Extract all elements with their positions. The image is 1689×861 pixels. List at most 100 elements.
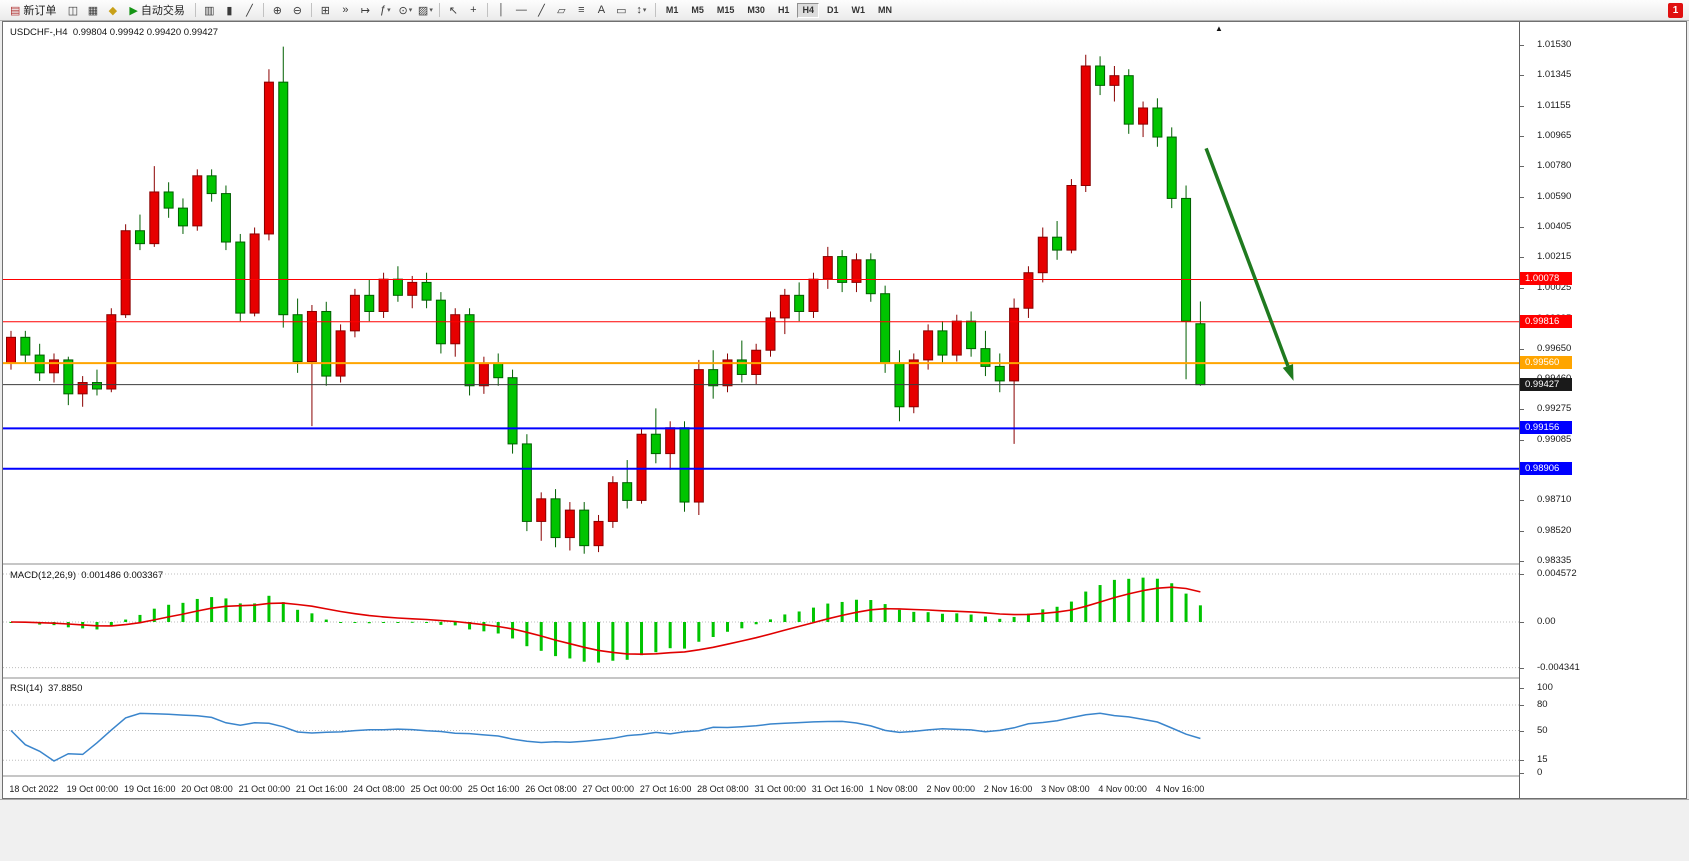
channel-tool-icon[interactable]: ▱ bbox=[552, 2, 571, 19]
tile-windows-icon[interactable]: ⊞ bbox=[316, 2, 335, 19]
dropdown-caret-icon[interactable]: ▾ bbox=[429, 7, 433, 14]
horizontal-line-tool-icon: — bbox=[515, 4, 527, 16]
autotrading-button[interactable]: ▶ 自动交易 bbox=[123, 2, 190, 19]
zoom-out-icon[interactable]: ⊖ bbox=[288, 2, 307, 19]
chart-window-icon: ◫ bbox=[67, 4, 79, 17]
time-label: 25 Oct 16:00 bbox=[467, 784, 520, 794]
time-label: 21 Oct 00:00 bbox=[238, 784, 291, 794]
text-tool-icon: A bbox=[597, 4, 606, 16]
axis-label: 0.99085 bbox=[1519, 433, 1572, 445]
trendline-tool-icon[interactable]: ╱ bbox=[532, 2, 551, 19]
templates-icon[interactable]: ▨ ▾ bbox=[416, 2, 435, 19]
toolbar-separator bbox=[194, 3, 196, 17]
text-tool-icon[interactable]: A bbox=[592, 2, 611, 19]
crosshair-icon[interactable]: + bbox=[464, 2, 483, 19]
time-label: 2 Nov 00:00 bbox=[926, 784, 975, 794]
rsi-value: 37.8850 bbox=[48, 683, 83, 694]
notifications-badge[interactable]: 1 bbox=[1668, 2, 1683, 18]
macd-signal-line bbox=[10, 586, 1201, 656]
candlestick-mode-icon[interactable]: ▮ bbox=[220, 2, 239, 19]
time-label: 26 Oct 08:00 bbox=[525, 784, 577, 794]
indicators-icon[interactable]: ƒ ▾ bbox=[376, 2, 395, 19]
timeframe-m5-button[interactable]: M5 bbox=[691, 5, 704, 15]
price-badge-0.99560: 0.99560 bbox=[1520, 356, 1572, 370]
channel-tool-icon: ▱ bbox=[557, 4, 566, 17]
axis-label: 15 bbox=[1520, 754, 1548, 766]
chart-symbol-period: USDCHF-,H4 bbox=[10, 27, 68, 38]
axis-label: 0.004572 bbox=[1520, 567, 1577, 579]
line-chart-mode-icon[interactable]: ╱ bbox=[240, 2, 259, 19]
axis-label: 100 bbox=[1520, 682, 1553, 693]
time-label: 18 Oct 2022 bbox=[9, 784, 59, 794]
axis-label: 0.98520 bbox=[1519, 525, 1572, 537]
axis-label: 1.01530 bbox=[1519, 39, 1572, 50]
crosshair-icon: + bbox=[470, 4, 477, 16]
time-label: 31 Oct 00:00 bbox=[754, 784, 807, 794]
price-chart-canvas[interactable] bbox=[3, 22, 1519, 798]
fibonacci-tool-icon: ≡ bbox=[578, 4, 585, 16]
time-label: 24 Oct 08:00 bbox=[353, 784, 405, 794]
chart-window-icon[interactable]: ◫ bbox=[63, 2, 82, 19]
horizontal-line-tool-icon[interactable]: — bbox=[512, 2, 531, 19]
chart-shift-icon[interactable]: ↦ bbox=[356, 2, 375, 19]
axis-label: 1.00215 bbox=[1519, 251, 1572, 263]
price-badge-0.99816: 0.99816 bbox=[1520, 314, 1572, 328]
strategy-tester-icon: ◆ bbox=[108, 4, 118, 17]
axis-label: 1.00405 bbox=[1519, 220, 1572, 232]
toolbar-separator bbox=[486, 3, 488, 17]
time-axis[interactable]: 18 Oct 2022 19 Oct 00:00 19 Oct 16:00 20 Oc… bbox=[3, 778, 1519, 799]
axis-label: 80 bbox=[1520, 699, 1548, 710]
toolbar-separator bbox=[262, 3, 264, 17]
fibonacci-tool-icon[interactable]: ≡ bbox=[572, 2, 591, 19]
profiles-icon[interactable]: ▦ bbox=[83, 2, 102, 19]
vertical-line-tool-icon[interactable]: │ bbox=[492, 2, 511, 19]
cursor-icon[interactable]: ↖ bbox=[444, 2, 463, 19]
new-order-button-label: 新订单 bbox=[23, 5, 57, 17]
timeframe-h1-button[interactable]: H1 bbox=[777, 5, 790, 15]
axis-label: 0.00 bbox=[1520, 616, 1556, 627]
time-label: 27 Oct 00:00 bbox=[582, 784, 635, 794]
bar-chart-mode-icon[interactable]: ▥ bbox=[200, 2, 219, 19]
profiles-icon: ▦ bbox=[87, 4, 99, 17]
zoom-in-icon: ⊕ bbox=[272, 4, 282, 17]
templates-icon: ▨ bbox=[417, 4, 429, 17]
axis-label: 1.00590 bbox=[1519, 190, 1572, 202]
trendline-tool-icon: ╱ bbox=[538, 4, 545, 17]
axis-label: 1.01345 bbox=[1519, 68, 1572, 80]
periods-menu-icon[interactable]: ⊙ ▾ bbox=[396, 2, 415, 19]
timeframe-m1-button[interactable]: M1 bbox=[665, 5, 679, 15]
price-axis[interactable]: 1.01530 1.01345 1.01155 1.00965 1.00780 1.005… bbox=[1518, 22, 1686, 798]
timeframe-mn-button[interactable]: MN bbox=[877, 5, 892, 15]
candlestick-mode-icon: ▮ bbox=[226, 4, 233, 17]
zoom-in-icon[interactable]: ⊕ bbox=[268, 2, 287, 19]
timeframe-w1-button[interactable]: W1 bbox=[851, 5, 865, 15]
timeframe-m30-button[interactable]: M30 bbox=[747, 5, 765, 15]
zoom-out-icon: ⊖ bbox=[292, 4, 302, 17]
candles bbox=[6, 46, 1206, 554]
bar-chart-mode-icon: ▥ bbox=[204, 4, 215, 17]
cursor-icon: ↖ bbox=[448, 4, 458, 17]
rsi-name: RSI(14) bbox=[10, 683, 43, 694]
timeframe-m15-button[interactable]: M15 bbox=[716, 5, 735, 15]
dropdown-caret-icon[interactable]: ▾ bbox=[642, 7, 647, 14]
arrows-tool-icon[interactable]: ↕ ▾ bbox=[632, 2, 651, 19]
trend-arrow[interactable] bbox=[1204, 147, 1294, 381]
timeframe-d1-button[interactable]: D1 bbox=[826, 5, 839, 15]
time-label: 31 Oct 16:00 bbox=[811, 784, 864, 794]
time-label: 4 Nov 00:00 bbox=[1098, 784, 1147, 794]
label-tool-icon: ▭ bbox=[616, 4, 627, 17]
new-order-button[interactable]: ▤ 新订单 bbox=[4, 2, 62, 19]
dropdown-caret-icon[interactable]: ▾ bbox=[387, 7, 391, 14]
axis-label: 0.98710 bbox=[1519, 494, 1572, 506]
dropdown-caret-icon[interactable]: ▾ bbox=[408, 7, 413, 14]
label-tool-icon[interactable]: ▭ bbox=[612, 2, 631, 19]
time-label: 27 Oct 16:00 bbox=[639, 784, 692, 794]
chart-shift-marker-icon[interactable]: ▲ bbox=[1215, 24, 1223, 33]
axis-label: 0.98335 bbox=[1519, 554, 1572, 566]
auto-scroll-icon[interactable]: » bbox=[336, 2, 355, 19]
toolbar-separator bbox=[438, 3, 440, 17]
timeframe-h4-button[interactable]: H4 bbox=[797, 2, 819, 18]
strategy-tester-icon[interactable]: ◆ bbox=[103, 2, 122, 19]
time-label: 25 Oct 00:00 bbox=[410, 784, 463, 794]
time-label: 20 Oct 08:00 bbox=[181, 784, 233, 794]
